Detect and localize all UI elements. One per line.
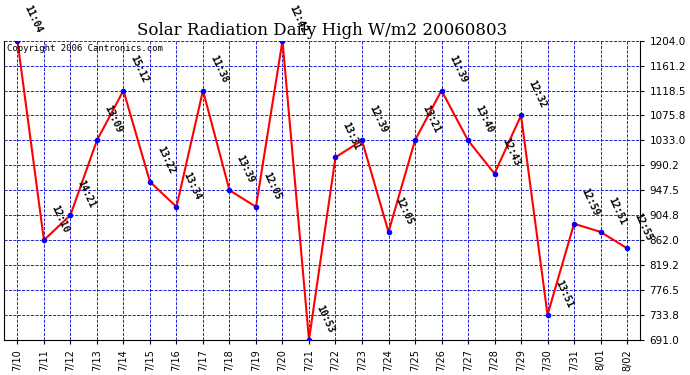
Text: 12:55: 12:55 [632,211,654,242]
Text: 15:12: 15:12 [129,54,150,85]
Title: Solar Radiation Daily High W/m2 20060803: Solar Radiation Daily High W/m2 20060803 [137,22,507,39]
Text: 12:32: 12:32 [526,79,548,110]
Text: 12:10: 12:10 [49,203,70,234]
Text: 11:04: 11:04 [23,4,44,35]
Text: 12:51: 12:51 [606,195,627,226]
Text: 12:43: 12:43 [500,137,522,168]
Text: 13:51: 13:51 [553,278,574,309]
Text: 12:05: 12:05 [394,195,415,226]
Text: 13:31: 13:31 [341,121,362,152]
Text: 13:40: 13:40 [473,104,495,135]
Text: 13:22: 13:22 [155,145,177,176]
Text: 12:42: 12:42 [288,4,309,35]
Text: 13:09: 13:09 [102,104,124,135]
Text: 12:59: 12:59 [580,187,601,218]
Text: Copyright 2006 Cantronics.com: Copyright 2006 Cantronics.com [8,44,164,52]
Text: 12:39: 12:39 [367,104,388,135]
Text: 12:05: 12:05 [262,170,283,201]
Text: 13:39: 13:39 [235,153,256,184]
Text: 14:21: 14:21 [76,178,97,209]
Text: 13:21: 13:21 [420,104,442,135]
Text: 10:53: 10:53 [314,303,336,334]
Text: 11:39: 11:39 [447,54,469,85]
Text: 11:38: 11:38 [208,54,230,85]
Text: 13:34: 13:34 [181,170,204,201]
